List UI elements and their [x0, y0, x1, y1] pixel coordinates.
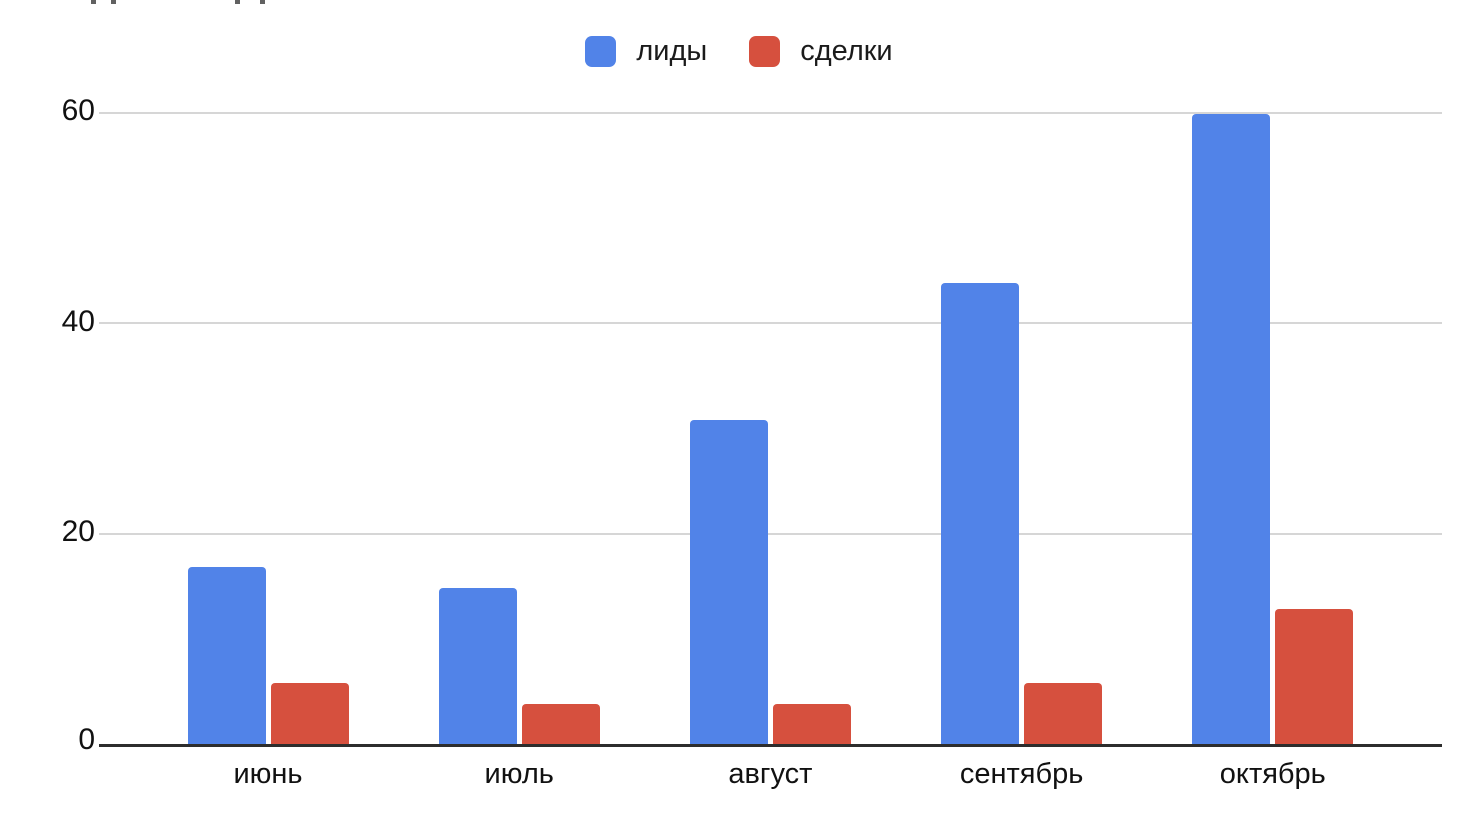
x-axis-label-october: октябрь — [1219, 758, 1326, 790]
title-fragment-mark — [235, 0, 240, 4]
bar-deals-september — [1024, 682, 1103, 746]
x-axis-label-august: август — [728, 758, 813, 790]
title-fragment-mark — [91, 0, 96, 4]
bar-deals-august — [772, 703, 851, 746]
legend-label-deals: сделки — [800, 35, 893, 67]
x-axis-label-september: сентябрь — [959, 758, 1084, 790]
x-axis-label-july: июль — [484, 758, 554, 790]
bar-deals-june — [270, 682, 349, 746]
bar-leads-june — [187, 566, 266, 746]
title-fragment-mark — [260, 0, 265, 4]
legend-label-leads: лиды — [636, 35, 708, 67]
legend-swatch-leads — [585, 36, 617, 67]
bar-leads-july — [438, 588, 517, 746]
bar-deals-october — [1275, 609, 1354, 746]
legend-swatch-deals — [749, 36, 781, 67]
gridline-y20 — [99, 532, 1442, 535]
title-fragment-mark — [111, 0, 116, 4]
y-axis-tick-0: 0 — [78, 723, 95, 756]
y-axis-tick-20: 20 — [61, 515, 95, 549]
chart-legend: лиды сделки — [0, 36, 1478, 67]
bar-deals-july — [521, 703, 600, 746]
x-axis-line — [99, 744, 1442, 747]
x-axis-label-june: июнь — [233, 758, 303, 790]
gridline-y40 — [99, 322, 1442, 325]
bar-leads-september — [941, 282, 1020, 746]
legend-item-deals: сделки — [749, 35, 893, 67]
gridline-y60 — [99, 111, 1442, 114]
legend-item-leads: лиды — [585, 36, 707, 67]
y-axis-tick-40: 40 — [61, 304, 95, 338]
bar-leads-august — [689, 419, 768, 746]
bar-leads-october — [1192, 114, 1271, 746]
y-axis-tick-60: 60 — [61, 94, 95, 128]
